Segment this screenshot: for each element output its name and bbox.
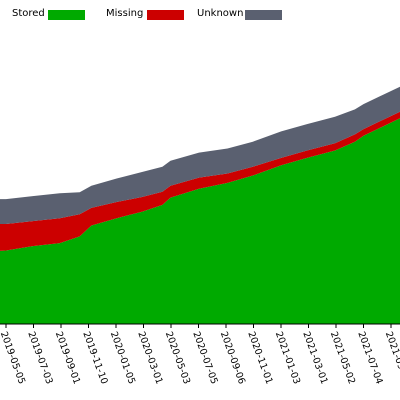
- legend-swatch-missing: [147, 10, 184, 20]
- x-tick-label: 2020-11-01: [245, 330, 274, 386]
- x-tick-label: 2021-01-03: [273, 330, 302, 386]
- area-missing: [0, 111, 400, 251]
- x-tick-label: 2021-05-02: [328, 330, 357, 386]
- x-tick-label: 2020-01-05: [108, 330, 137, 386]
- area-stored: [0, 118, 400, 324]
- x-tick-label: 2019-11-10: [80, 330, 109, 386]
- chart-legend: Stored Missing Unknown: [0, 6, 400, 24]
- legend-label-stored: Stored: [12, 8, 45, 19]
- legend-swatch-stored: [48, 10, 85, 20]
- x-axis-ticks: 2019-05-052019-07-032019-09-012019-11-10…: [0, 324, 400, 386]
- x-tick-label: 2020-05-03: [163, 330, 192, 386]
- x-tick-label: 2020-09-06: [218, 330, 247, 386]
- x-tick-label: 2020-03-01: [135, 330, 164, 386]
- x-tick-label: 2019-05-05: [0, 330, 27, 386]
- x-tick-label: 2019-07-03: [25, 330, 54, 386]
- x-tick-label: 2021-07-04: [355, 330, 384, 386]
- legend-label-unknown: Unknown: [197, 8, 244, 19]
- x-tick-label: 2021-09-0: [383, 330, 400, 380]
- x-tick-label: 2020-07-05: [190, 330, 219, 386]
- chart-areas: [0, 86, 400, 324]
- legend-label-missing: Missing: [106, 8, 144, 19]
- x-tick-label: 2019-09-01: [53, 330, 82, 386]
- legend-swatch-unknown: [245, 10, 282, 20]
- area-unknown: [0, 86, 400, 224]
- x-tick-label: 2021-03-01: [300, 330, 329, 386]
